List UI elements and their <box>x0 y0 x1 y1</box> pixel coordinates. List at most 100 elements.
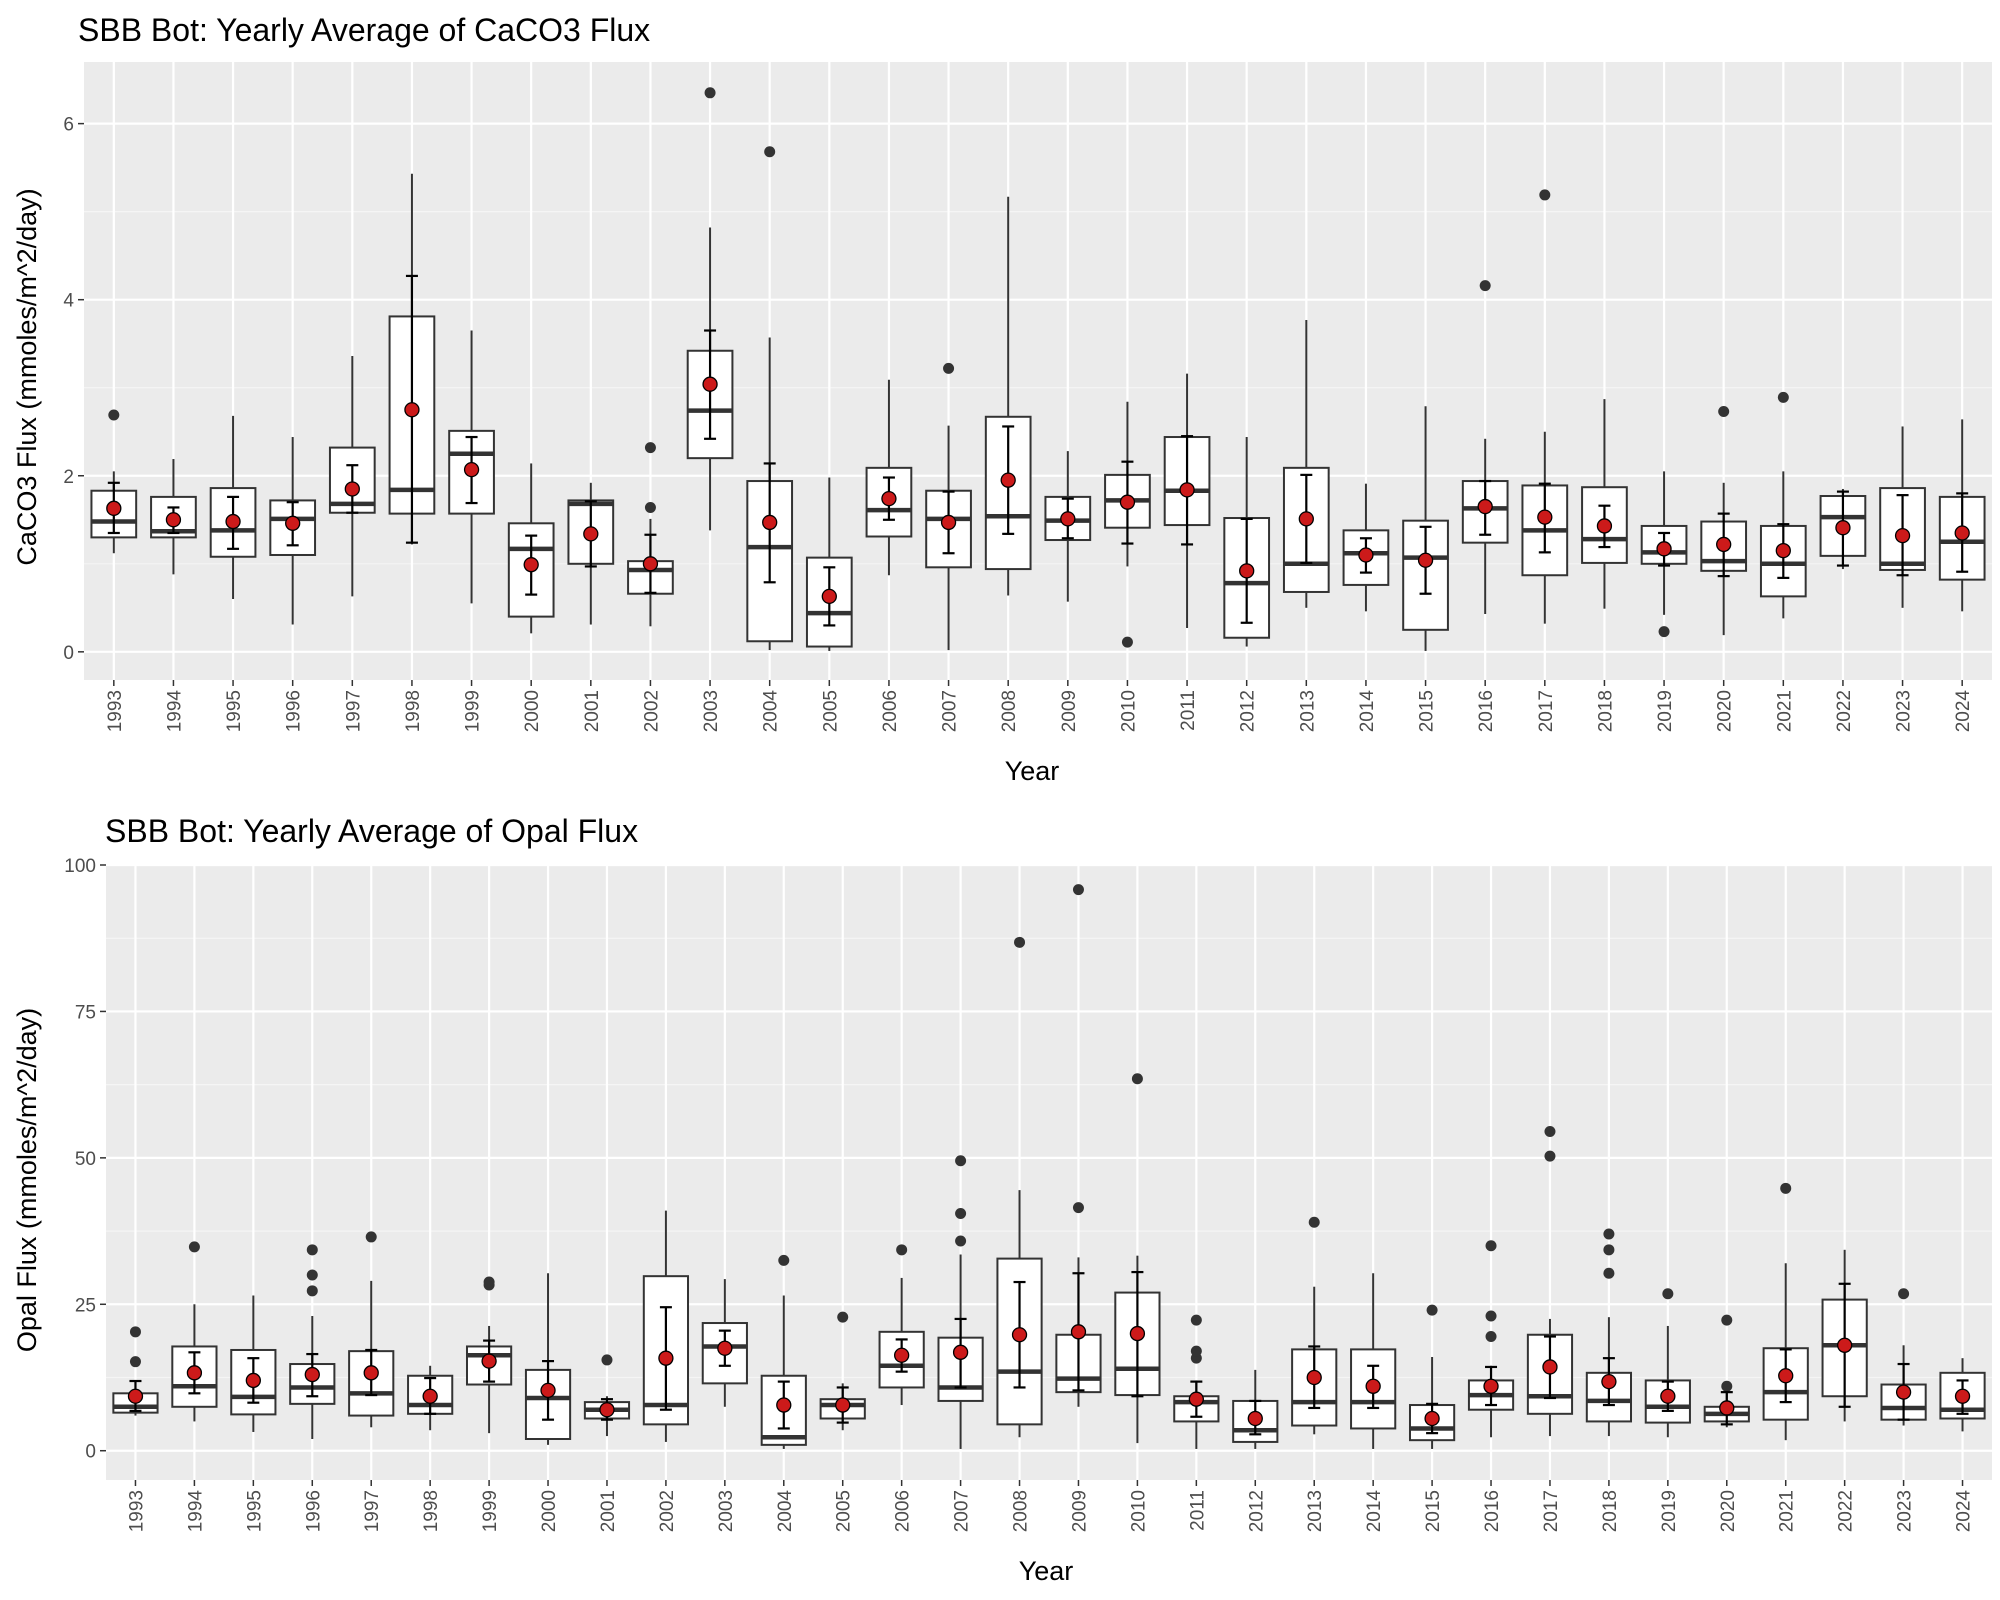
caco3-mean-point <box>1954 525 1970 541</box>
opal-x-tick-label: 2015 <box>1423 1490 1444 1532</box>
caco3-x-tick-label: 2021 <box>1774 690 1795 732</box>
opal-outlier-point <box>778 1254 790 1266</box>
opal-outlier-point <box>129 1326 141 1338</box>
opal-mean-point <box>1542 1359 1558 1375</box>
opal-x-tick-label: 2019 <box>1659 1490 1680 1532</box>
opal-x-tick-label: 2009 <box>1069 1490 1090 1532</box>
opal-mean-point <box>1660 1388 1676 1404</box>
opal-x-tick-label: 2013 <box>1305 1490 1326 1532</box>
opal-x-tick-label: 2000 <box>539 1490 560 1532</box>
opal-x-tick-label: 2002 <box>657 1490 678 1532</box>
caco3-mean-point <box>1000 472 1016 488</box>
opal-outlier-point <box>955 1208 967 1219</box>
opal-mean-point <box>952 1344 969 1360</box>
opal-outlier-point <box>1485 1331 1497 1342</box>
caco3-x-tick-label: 2008 <box>999 690 1020 732</box>
opal-mean-point <box>1424 1410 1440 1427</box>
opal-outlier-point <box>365 1231 377 1243</box>
caco3-chart-title: SBB Bot: Yearly Average of CaCO3 Flux <box>78 12 650 48</box>
caco3-x-tick-label: 1993 <box>105 690 126 732</box>
caco3-outlier-point <box>1718 405 1730 417</box>
caco3-x-tick-label: 2004 <box>761 690 782 733</box>
opal-outlier-point <box>1721 1380 1733 1392</box>
opal-outlier-point <box>1603 1267 1615 1279</box>
caco3-outlier-point <box>644 442 656 454</box>
opal-mean-point <box>245 1372 261 1389</box>
caco3-mean-point <box>106 500 122 516</box>
caco3-outlier-point <box>764 146 776 158</box>
opal-outlier-point <box>1131 1073 1143 1085</box>
caco3-x-tick-label: 2000 <box>522 690 543 732</box>
caco3-x-tick-label: 2010 <box>1118 690 1139 732</box>
opal-mean-point <box>1954 1388 1971 1404</box>
opal-x-tick-label: 1995 <box>244 1490 265 1532</box>
opal-mean-point <box>422 1388 438 1404</box>
caco3-y-tick-label: 4 <box>63 291 74 312</box>
caco3-mean-point <box>1239 563 1255 579</box>
opal-outlier-point <box>1485 1310 1497 1322</box>
opal-outlier-point <box>1603 1228 1615 1240</box>
opal-mean-point <box>186 1365 203 1381</box>
opal-x-tick-label: 2012 <box>1246 1490 1267 1532</box>
caco3-x-tick-label: 2003 <box>701 690 722 732</box>
opal-mean-point <box>1483 1378 1499 1394</box>
opal-outlier-point <box>1721 1314 1733 1326</box>
opal-chart: SBB Bot: Yearly Average of Opal Flux 0 25… <box>12 813 1992 1586</box>
caco3-x-tick-label: 1995 <box>224 690 245 732</box>
opal-mean-point <box>1011 1327 1028 1343</box>
caco3-x-tick-label: 2015 <box>1417 690 1438 732</box>
opal-mean-point <box>717 1340 733 1356</box>
opal-y-tick-label: 50 <box>75 1149 96 1170</box>
caco3-mean-point <box>1775 542 1791 559</box>
caco3-chart: SBB Bot: Yearly Average of CaCO3 Flux 0 2… <box>12 12 1992 786</box>
caco3-mean-point <box>1358 547 1374 563</box>
opal-outlier-point <box>1662 1288 1674 1300</box>
caco3-mean-point <box>881 490 897 507</box>
opal-x-tick-label: 1997 <box>362 1490 383 1532</box>
caco3-mean-point <box>821 588 837 605</box>
opal-mean-point <box>776 1397 792 1413</box>
opal-y-tick-label: 100 <box>64 856 96 877</box>
opal-mean-point <box>1188 1391 1204 1407</box>
opal-outlier-point <box>1426 1304 1438 1316</box>
caco3-mean-point <box>1060 511 1076 527</box>
opal-x-tick-label: 2022 <box>1836 1490 1857 1532</box>
caco3-outlier-point <box>1121 636 1133 648</box>
opal-outlier-point <box>1190 1314 1202 1326</box>
opal-outlier-point <box>1308 1216 1320 1228</box>
caco3-mean-point <box>1894 527 1911 544</box>
caco3-mean-point <box>583 526 599 542</box>
opal-outlier-point <box>896 1244 908 1256</box>
opal-x-tick-label: 2001 <box>598 1490 619 1532</box>
caco3-mean-point <box>285 515 301 531</box>
caco3-y-tick-label: 6 <box>63 115 74 136</box>
opal-x-tick-label: 2007 <box>952 1490 973 1532</box>
opal-x-tick-label: 2018 <box>1600 1490 1621 1532</box>
opal-outlier-point <box>1603 1244 1615 1256</box>
opal-mean-point <box>1365 1378 1381 1394</box>
opal-mean-point <box>363 1365 379 1381</box>
caco3-outlier-point <box>1777 391 1789 403</box>
opal-mean-point <box>1719 1400 1735 1416</box>
caco3-mean-point <box>1477 498 1493 515</box>
opal-outlier-point <box>306 1269 318 1281</box>
opal-outlier-point <box>1072 884 1084 896</box>
opal-x-tick-label: 1998 <box>421 1490 442 1532</box>
opal-outlier-point <box>188 1241 200 1253</box>
caco3-x-tick-label: 2018 <box>1595 690 1616 732</box>
opal-mean-point <box>540 1382 556 1399</box>
opal-mean-point <box>894 1347 910 1363</box>
caco3-x-tick-label: 1999 <box>463 690 484 732</box>
opal-mean-point <box>481 1353 497 1369</box>
caco3-outlier-point <box>644 501 656 513</box>
opal-outlier-point <box>129 1356 141 1368</box>
opal-mean-point <box>1247 1410 1263 1427</box>
caco3-x-axis-title: Year <box>1005 756 1060 786</box>
opal-mean-point <box>835 1397 851 1413</box>
caco3-x-tick-label: 2012 <box>1238 690 1259 732</box>
opal-outlier-point <box>955 1235 967 1247</box>
opal-outlier-point <box>306 1244 318 1256</box>
opal-mean-point <box>1837 1337 1853 1353</box>
caco3-x-tick-label: 2011 <box>1178 690 1199 731</box>
caco3-x-tick-label: 2020 <box>1715 690 1736 732</box>
